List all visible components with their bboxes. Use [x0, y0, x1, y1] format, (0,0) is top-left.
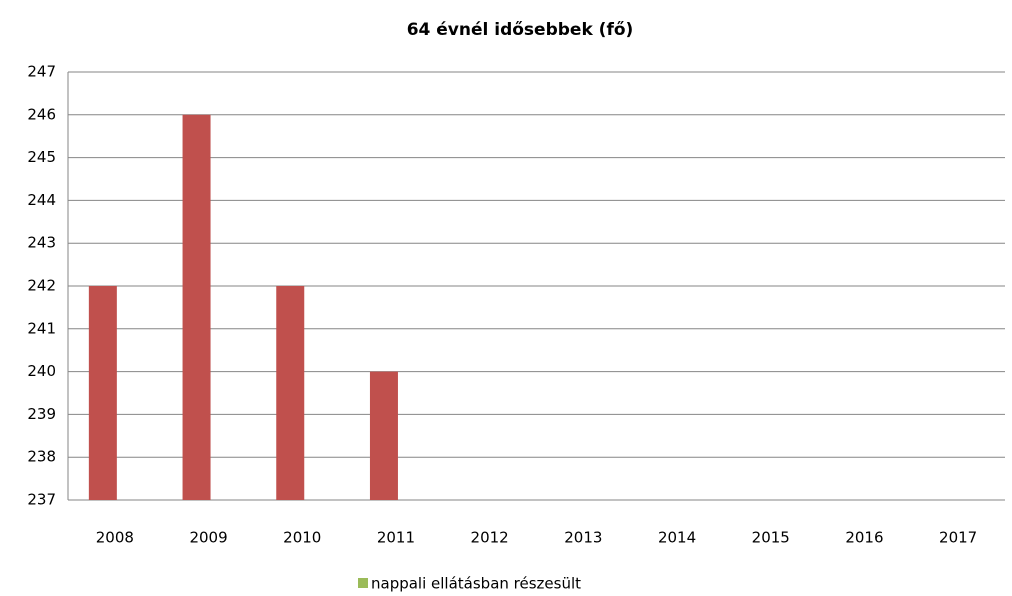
x-tick-label: 2014 — [658, 529, 696, 547]
legend-label: nappali ellátásban részesült — [371, 575, 581, 593]
y-tick-label: 237 — [27, 491, 56, 509]
legend-swatch — [358, 578, 368, 588]
x-tick-label: 2011 — [377, 529, 415, 547]
y-tick-label: 241 — [27, 319, 56, 337]
x-tick-label: 2015 — [752, 529, 790, 547]
x-tick-label: 2017 — [939, 529, 977, 547]
y-tick-label: 240 — [27, 362, 56, 380]
bar — [369, 371, 398, 500]
y-tick-label: 245 — [27, 148, 56, 166]
bar — [276, 286, 305, 500]
x-tick-label: 2012 — [471, 529, 509, 547]
chart-title: 64 évnél idősebbek (fő) — [407, 20, 634, 40]
bar — [182, 114, 211, 501]
x-tick-label: 2009 — [189, 529, 227, 547]
y-tick-label: 244 — [27, 191, 56, 209]
y-tick-label: 246 — [27, 105, 56, 123]
y-tick-label: 243 — [27, 234, 56, 252]
y-tick-label: 238 — [27, 448, 56, 466]
bar — [88, 286, 117, 500]
y-tick-label: 247 — [27, 63, 56, 81]
y-tick-label: 242 — [27, 277, 56, 295]
y-tick-label: 239 — [27, 405, 56, 423]
x-tick-label: 2013 — [564, 529, 602, 547]
x-tick-label: 2008 — [96, 529, 134, 547]
x-tick-label: 2010 — [283, 529, 321, 547]
x-tick-label: 2016 — [845, 529, 883, 547]
